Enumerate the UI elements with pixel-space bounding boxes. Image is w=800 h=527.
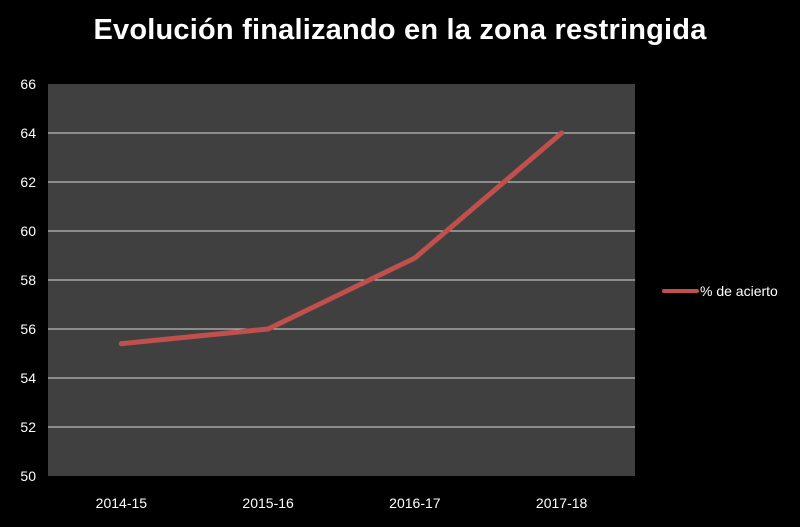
y-tick-label: 64: [20, 125, 36, 141]
y-tick-label: 50: [20, 468, 36, 484]
y-tick-label: 52: [20, 419, 36, 435]
y-tick-label: 56: [20, 321, 36, 337]
data-point: [265, 326, 271, 332]
data-point: [118, 341, 124, 347]
x-tick-label: 2016-17: [389, 495, 441, 511]
x-tick-label: 2015-16: [242, 495, 294, 511]
chart-title: Evolución finalizando en la zona restrin…: [93, 14, 707, 46]
series-lines: [118, 130, 565, 347]
legend: % de acierto: [662, 283, 778, 299]
series-line: [118, 130, 565, 347]
y-tick-label: 54: [20, 370, 36, 386]
data-point: [559, 130, 565, 136]
x-axis-ticks: 2014-15 2015-16 2016-17 2017-18: [96, 495, 588, 511]
x-tick-label: 2017-18: [536, 495, 588, 511]
legend-label: % de acierto: [700, 283, 778, 299]
y-tick-label: 60: [20, 223, 36, 239]
gridlines: [48, 132, 635, 428]
data-point: [412, 255, 418, 261]
y-tick-label: 62: [20, 174, 36, 190]
y-tick-label: 58: [20, 272, 36, 288]
x-tick-label: 2014-15: [96, 495, 148, 511]
y-axis-ticks: 50 52 54 56 58 60 62 64 66: [20, 76, 36, 484]
y-tick-label: 66: [20, 76, 36, 92]
